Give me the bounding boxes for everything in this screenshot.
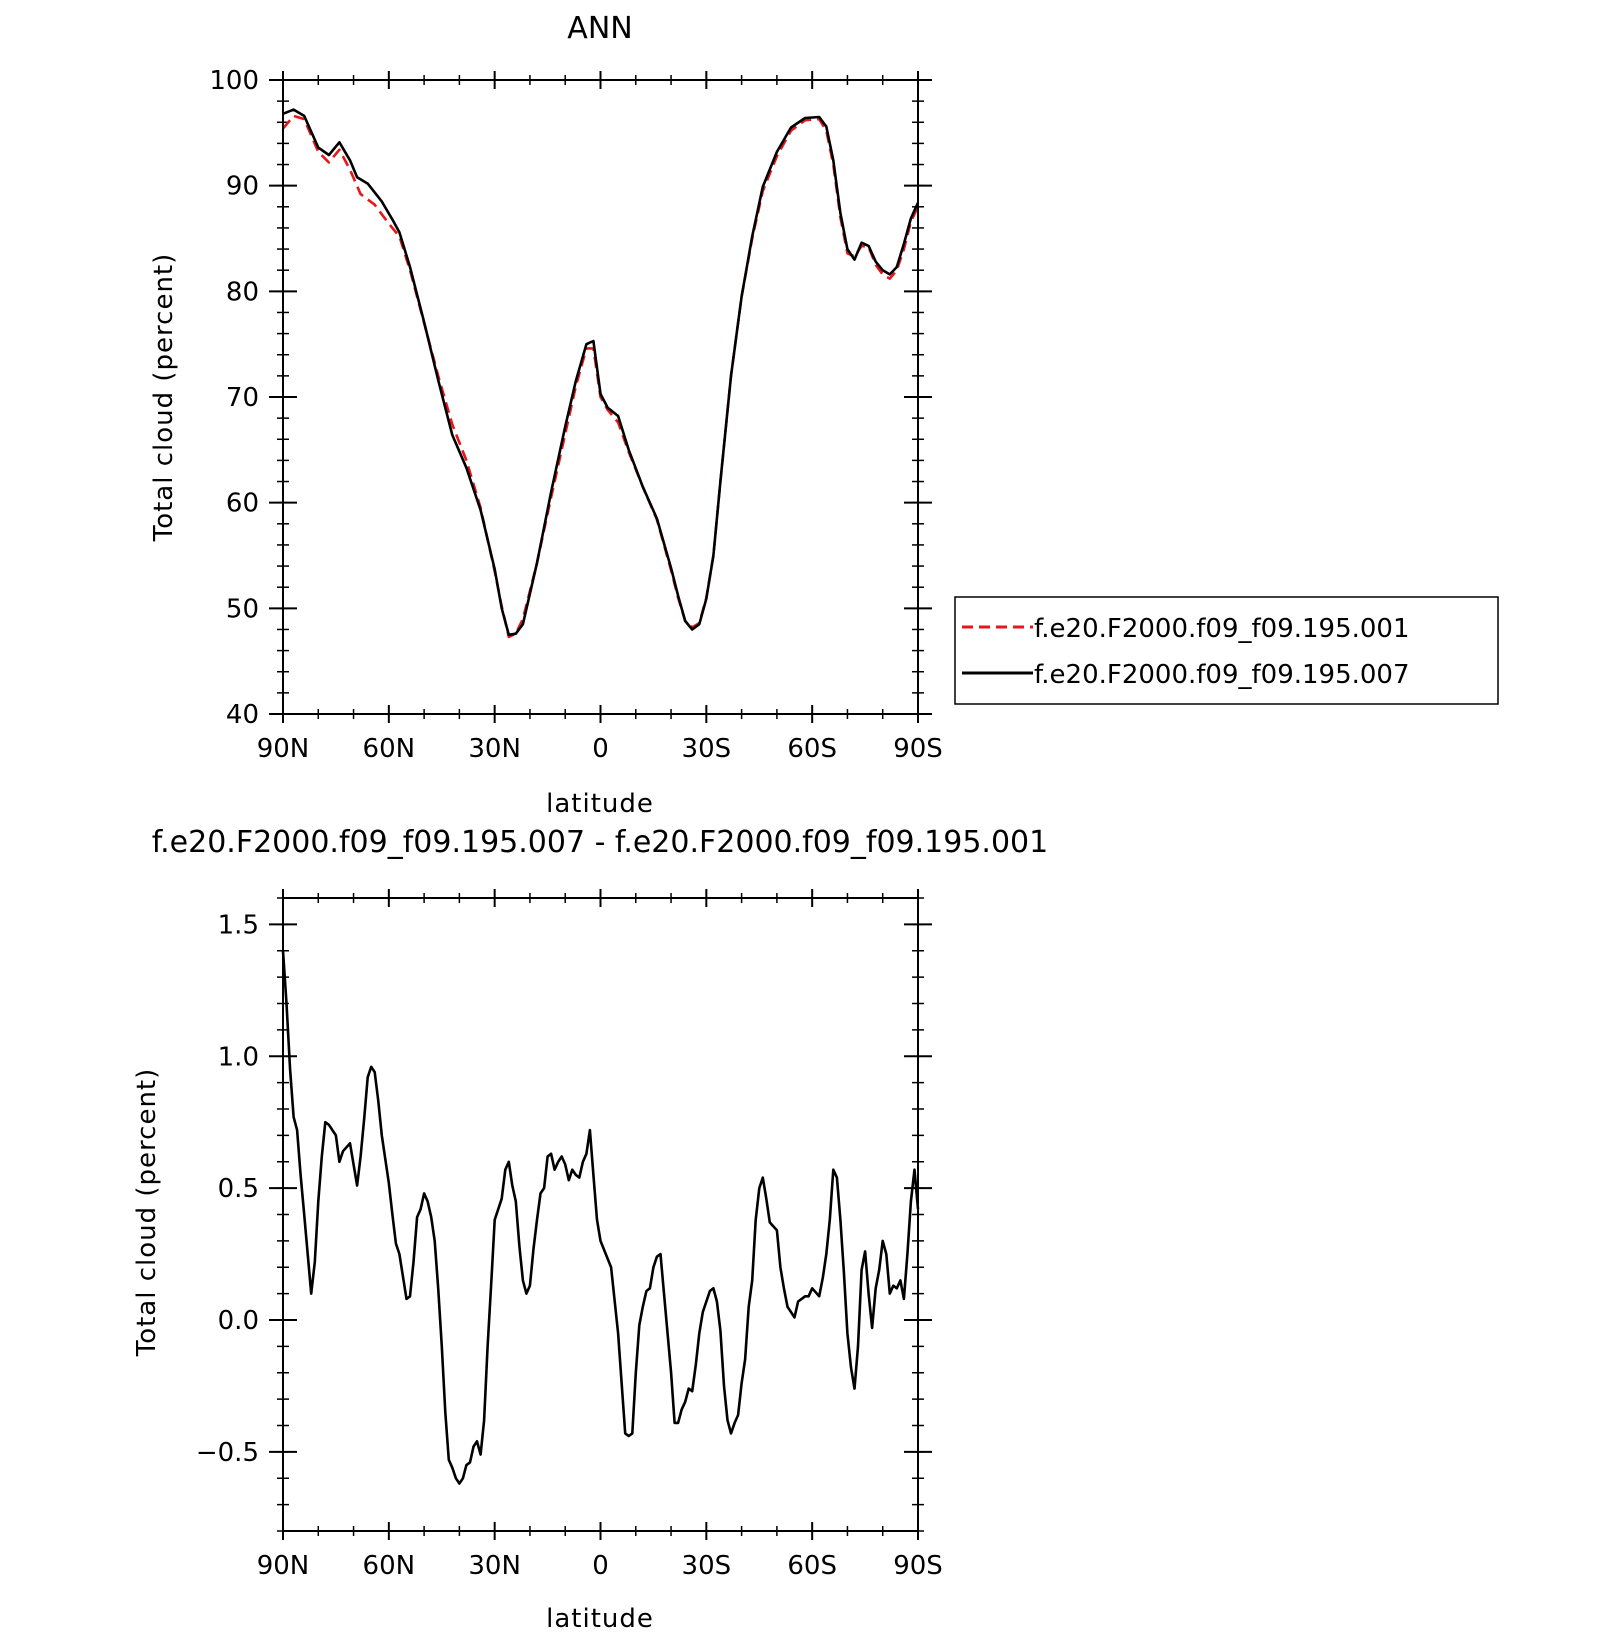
top-tick-labels: 90N 60N 30N 0 30S 60S 90S 100 90 80 70 60 50 40 [209,66,942,764]
bottom-xtick-label-0: 90N [257,1551,310,1581]
bottom-plot-frame [282,897,919,1532]
bottom-xtick-label-6: 90S [893,1551,943,1581]
bottom-panel: f.e20.F2000.f09_f09.195.007 - f.e20.F200… [132,825,1048,1634]
bottom-series-line-0 [281,950,920,1485]
top-xtick-label-5: 60S [787,734,837,764]
top-series-lines [282,108,920,639]
legend-box [954,596,1499,705]
legend-label-001: f.e20.F2000.f09_f09.195.001 [1034,614,1410,644]
top-xlabel: latitude [546,789,654,819]
top-xtick-label-3: 0 [592,734,609,764]
top-xtick-label-4: 30S [682,734,732,764]
top-xtick-label-0: 90N [257,734,310,764]
top-xtick-label-1: 60N [363,734,416,764]
top-xtick-label-2: 30N [468,734,521,764]
bottom-ticks [269,889,932,1540]
top-ylabel: Total cloud (percent) [149,253,179,543]
bottom-ytick-label-1: 1.0 [218,1042,259,1072]
bottom-xtick-label-2: 30N [468,1551,521,1581]
legend: f.e20.F2000.f09_f09.195.001 f.e20.F2000.… [954,596,1499,705]
top-xtick-label-6: 90S [893,734,943,764]
top-ytick-label-6: 40 [226,700,259,730]
bottom-ytick-label-2: 0.5 [218,1174,259,1204]
top-series-line-1 [282,108,920,637]
bottom-xtick-label-3: 0 [592,1551,609,1581]
top-panel: ANN 90N 60N 30N 0 30S 60S 90S 100 90 80 70 60 50 40 l… [149,11,1499,819]
top-ytick-label-3: 70 [226,383,259,413]
top-ytick-label-5: 50 [226,594,259,624]
top-series-line-0 [282,114,920,639]
legend-label-007: f.e20.F2000.f09_f09.195.007 [1034,660,1410,690]
bottom-xtick-label-5: 60S [787,1551,837,1581]
bottom-xlabel: latitude [546,1604,654,1634]
bottom-ytick-label-4: −0.5 [196,1438,259,1468]
top-plot-frame [282,79,919,715]
top-chart-title: ANN [567,11,632,46]
bottom-tick-labels: 90N 60N 30N 0 30S 60S 90S 1.5 1.0 0.5 0.0 −0.5 [196,910,943,1581]
top-ytick-label-0: 100 [209,66,259,96]
bottom-chart-title: f.e20.F2000.f09_f09.195.007 - f.e20.F200… [152,825,1048,860]
bottom-xtick-label-4: 30S [682,1551,732,1581]
bottom-ylabel: Total cloud (percent) [132,1068,162,1358]
bottom-xtick-label-1: 60N [363,1551,416,1581]
bottom-ytick-label-0: 1.5 [218,910,259,940]
top-ytick-label-4: 60 [226,489,259,519]
bottom-series-lines [281,950,920,1485]
bottom-ytick-label-3: 0.0 [218,1306,259,1336]
top-ytick-label-2: 80 [226,277,259,307]
top-ytick-label-1: 90 [226,172,259,202]
